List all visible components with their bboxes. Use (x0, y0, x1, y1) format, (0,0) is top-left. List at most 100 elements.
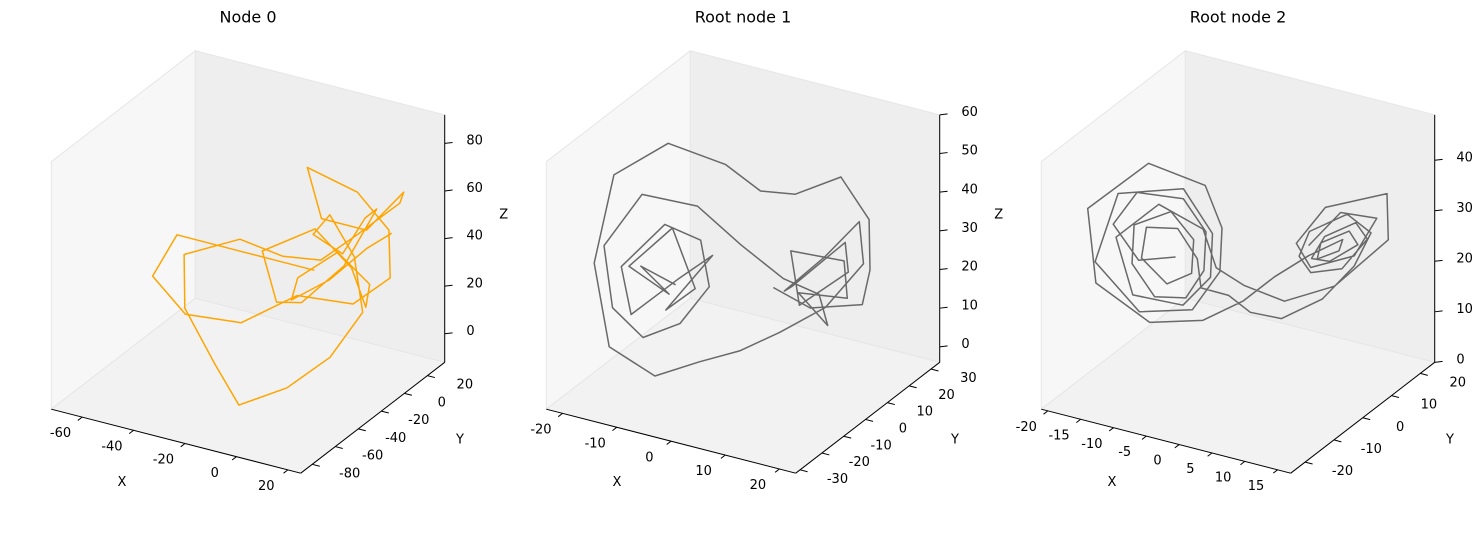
y-tick (799, 469, 808, 473)
y-tick-label: -30 (827, 472, 848, 487)
chart-title: Node 0 (219, 8, 276, 27)
x-tick (1240, 460, 1246, 466)
x-tick (666, 440, 672, 445)
y-axis-label: Y (455, 433, 464, 448)
y-tick-label: -20 (849, 455, 870, 470)
y-tick-label: 0 (438, 395, 446, 410)
z-tick-label: 40 (1456, 150, 1473, 165)
y-tick-label: -80 (339, 466, 360, 481)
y-tick-label: 20 (938, 388, 955, 403)
z-tick (939, 345, 948, 348)
x-tick-label: -60 (50, 426, 71, 441)
y-tick (427, 375, 436, 379)
y-tick (909, 385, 917, 389)
x-tick (1272, 469, 1278, 474)
y-tick-label: 20 (457, 378, 474, 393)
x-tick (774, 468, 780, 473)
z-tick-label: 20 (1456, 251, 1473, 266)
x-tick (283, 469, 289, 474)
x-tick (128, 429, 134, 435)
x-tick-label: 20 (750, 478, 767, 493)
y-tick (1391, 395, 1400, 398)
y-tick-label: -10 (1361, 442, 1382, 457)
x-tick (1141, 435, 1147, 440)
z-tick (444, 332, 453, 335)
y-tick (865, 418, 874, 422)
x-tick (612, 426, 618, 431)
y-tick (1420, 372, 1428, 376)
z-tick (444, 141, 453, 144)
trajectory-line (151, 166, 405, 406)
z-tick-label: 0 (466, 324, 474, 339)
x-tick (720, 454, 726, 459)
z-tick (1434, 259, 1443, 262)
y-tick-label: -40 (385, 431, 406, 446)
x-tick-label: 0 (645, 450, 653, 465)
z-tick (939, 190, 948, 193)
trajectory-line (593, 142, 871, 377)
x-tick (1207, 452, 1213, 457)
z-tick-label: 20 (961, 260, 978, 275)
z-tick-label: 0 (1456, 352, 1464, 367)
x-tick-label: -10 (585, 436, 606, 451)
z-tick (939, 306, 948, 309)
y-tick (1304, 461, 1313, 465)
y-axis-label: Y (950, 433, 959, 448)
y-tick (358, 428, 366, 432)
y-axis-label: Y (1445, 433, 1454, 448)
y-tick-label: 10 (916, 405, 933, 420)
x-tick-label: -20 (1016, 420, 1037, 435)
z-tick (1434, 158, 1443, 161)
y-tick (335, 446, 343, 449)
z-tick (1434, 209, 1443, 212)
x-tick-label: 20 (258, 479, 275, 494)
x-tick-label: 10 (695, 464, 712, 479)
z-tick-label: 60 (961, 105, 978, 120)
y-axis-line (300, 361, 446, 474)
z-tick-label: 30 (961, 221, 978, 236)
z-tick-label: 20 (466, 276, 483, 291)
y-tick (381, 410, 389, 414)
x-axis-line (51, 408, 301, 474)
z-axis-label: Z (994, 208, 1003, 223)
z-tick (1434, 310, 1443, 313)
x-tick-label: -20 (530, 422, 551, 437)
y-tick-label: -60 (362, 449, 383, 464)
y-tick (312, 463, 320, 467)
subplot: -60-40-20020-80-60-40-20020020406080XYZN… (50, 8, 508, 495)
y-tick (1333, 439, 1342, 443)
z-tick (444, 237, 453, 240)
x-tick (77, 416, 83, 421)
y-tick-label: 0 (1396, 420, 1404, 435)
y-tick-label: -20 (1332, 464, 1353, 479)
z-tick (444, 189, 453, 192)
trajectory-line (1086, 162, 1390, 324)
y-tick-label: -10 (870, 438, 891, 453)
x-axis-label: X (613, 475, 622, 490)
z-tick (939, 268, 948, 271)
x-axis-label: X (118, 475, 127, 490)
x-tick-label: -5 (1118, 445, 1131, 460)
y-tick (821, 452, 830, 456)
z-tick-label: 0 (961, 337, 969, 352)
y-tick-label: 10 (1421, 398, 1438, 413)
x-tick-label: -40 (101, 439, 122, 454)
x-tick (1174, 444, 1180, 449)
x-tick-label: 15 (1248, 479, 1265, 494)
z-tick-label: 30 (1456, 201, 1473, 216)
x-tick-label: 5 (1186, 462, 1194, 477)
z-tick-label: 40 (961, 182, 978, 197)
y-tick (404, 392, 412, 396)
z-tick (1434, 360, 1443, 363)
z-tick (939, 113, 948, 116)
x-tick (557, 412, 563, 418)
z-tick (939, 229, 948, 232)
x-tick-label: -10 (1081, 437, 1102, 452)
z-tick-label: 80 (466, 134, 483, 149)
x-tick-label: -20 (153, 453, 174, 468)
x-tick-label: 0 (1153, 454, 1161, 469)
z-tick-label: 40 (466, 229, 483, 244)
z-tick-label: 60 (466, 181, 483, 196)
